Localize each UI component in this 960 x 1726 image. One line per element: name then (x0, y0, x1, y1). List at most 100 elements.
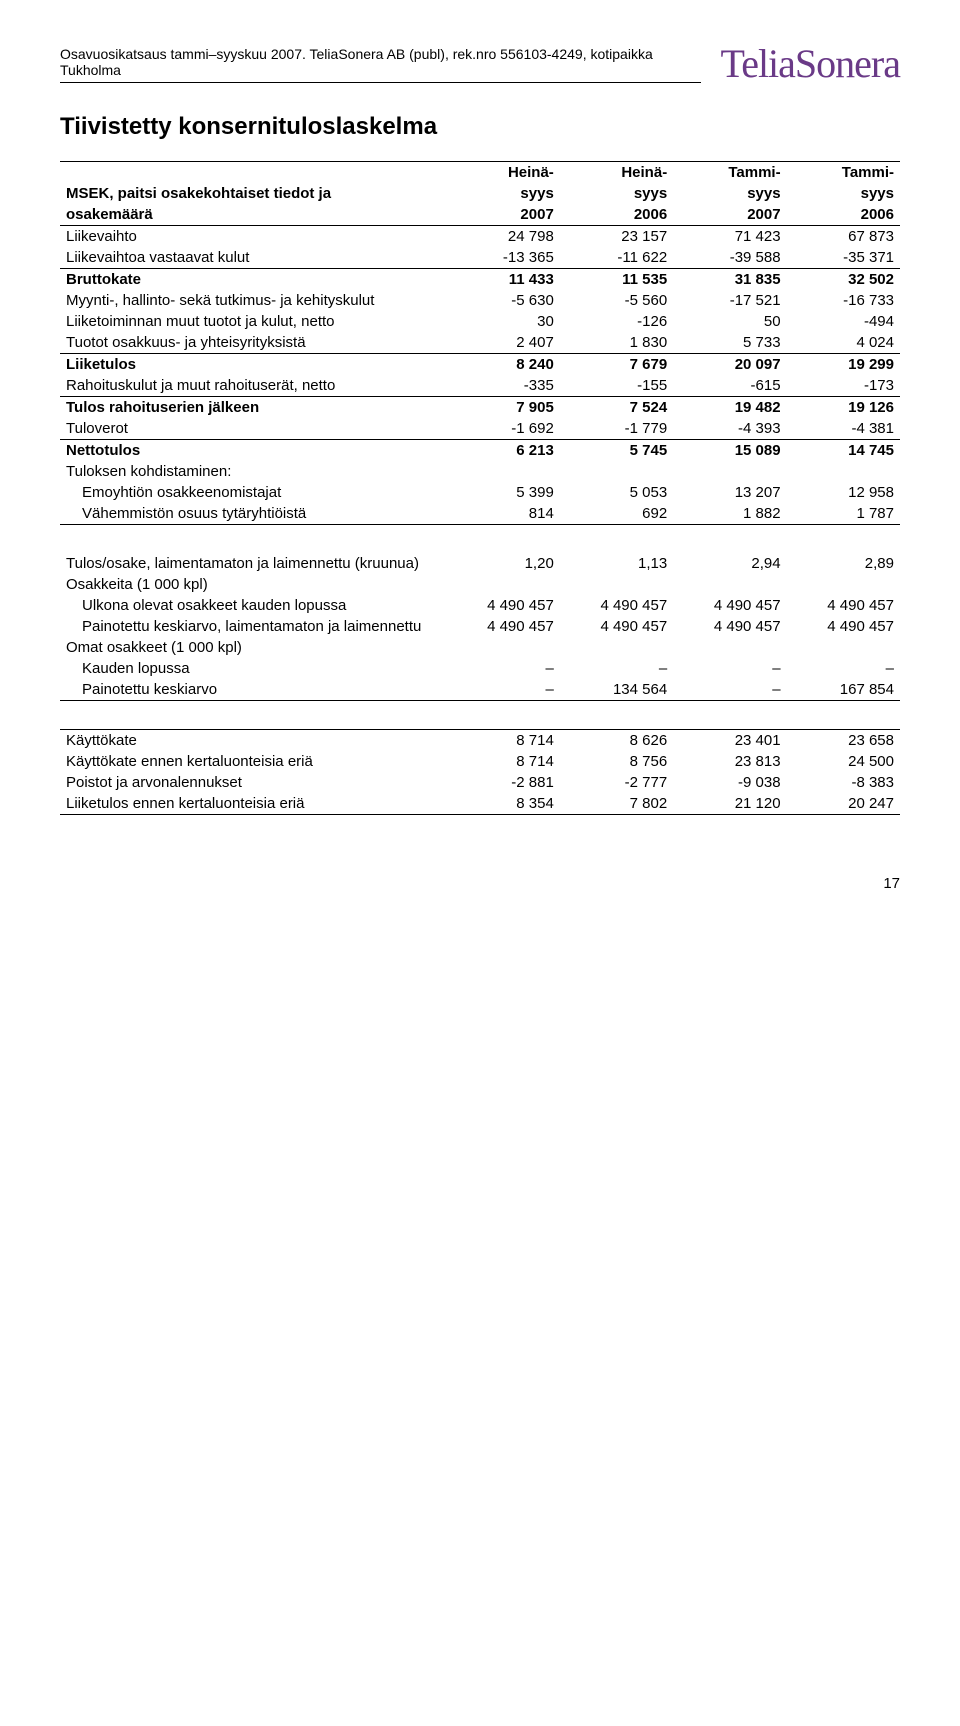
row-value: syys (787, 183, 900, 204)
row-value: 2007 (446, 204, 559, 226)
row-value (673, 574, 786, 595)
row-value (446, 461, 559, 482)
row-value: 23 401 (673, 730, 786, 752)
row-value: -39 588 (673, 247, 786, 269)
row-label: Tulos/osake, laimentamaton ja laimennett… (60, 553, 446, 574)
row-value (560, 574, 673, 595)
row-value: 32 502 (787, 269, 900, 291)
row-value: – (673, 679, 786, 701)
row-label: Rahoituskulut ja muut rahoituserät, nett… (60, 375, 446, 397)
row-value: 14 745 (787, 440, 900, 462)
row-value: 2006 (787, 204, 900, 226)
row-label: Painotettu keskiarvo, laimentamaton ja l… (60, 616, 446, 637)
row-label: Osakkeita (1 000 kpl) (60, 574, 446, 595)
row-value: -9 038 (673, 772, 786, 793)
row-value: 8 354 (446, 793, 559, 815)
row-value: -1 692 (446, 418, 559, 440)
row-value (560, 461, 673, 482)
row-value: 19 299 (787, 354, 900, 376)
row-label: Tuotot osakkuus- ja yhteisyrityksistä (60, 332, 446, 354)
row-value: 1,20 (446, 553, 559, 574)
row-value: -173 (787, 375, 900, 397)
row-value: 6 213 (446, 440, 559, 462)
row-value: 5 399 (446, 482, 559, 503)
row-value (787, 574, 900, 595)
row-value: 12 958 (787, 482, 900, 503)
row-value: 23 658 (787, 730, 900, 752)
row-value: -126 (560, 311, 673, 332)
row-value: 24 798 (446, 226, 559, 248)
row-label (60, 162, 446, 184)
row-label: Omat osakkeet (1 000 kpl) (60, 637, 446, 658)
row-label: Nettotulos (60, 440, 446, 462)
row-value: 20 247 (787, 793, 900, 815)
row-value: 2007 (673, 204, 786, 226)
row-value: 2,94 (673, 553, 786, 574)
row-value: syys (673, 183, 786, 204)
row-value: Heinä- (446, 162, 559, 184)
row-value (787, 461, 900, 482)
row-value: 692 (560, 503, 673, 525)
row-value: 2006 (560, 204, 673, 226)
row-value: 7 802 (560, 793, 673, 815)
income-statement-table: Heinä-Heinä-Tammi-Tammi-MSEK, paitsi osa… (60, 161, 900, 815)
spacer (60, 701, 900, 730)
row-value: 19 482 (673, 397, 786, 419)
row-value: -2 777 (560, 772, 673, 793)
row-value: – (446, 679, 559, 701)
row-label: Liikevaihtoa vastaavat kulut (60, 247, 446, 269)
row-value: -5 630 (446, 290, 559, 311)
row-value: 19 126 (787, 397, 900, 419)
row-label: Tuloverot (60, 418, 446, 440)
row-value: -4 381 (787, 418, 900, 440)
row-value: 1 830 (560, 332, 673, 354)
row-value: – (446, 658, 559, 679)
row-value: 21 120 (673, 793, 786, 815)
row-value: 5 733 (673, 332, 786, 354)
row-value: 814 (446, 503, 559, 525)
row-value: 4 024 (787, 332, 900, 354)
row-value: 4 490 457 (446, 595, 559, 616)
row-value: 2 407 (446, 332, 559, 354)
row-value: -16 733 (787, 290, 900, 311)
row-value: 8 756 (560, 751, 673, 772)
row-value: 7 524 (560, 397, 673, 419)
row-value: 8 714 (446, 751, 559, 772)
row-label: Vähemmistön osuus tytäryhtiöistä (60, 503, 446, 525)
row-label: Liiketulos ennen kertaluonteisia eriä (60, 793, 446, 815)
row-value: 11 535 (560, 269, 673, 291)
row-value: 4 490 457 (787, 616, 900, 637)
header-line: Osavuosikatsaus tammi–syyskuu 2007. Teli… (60, 46, 701, 83)
row-value: 23 157 (560, 226, 673, 248)
row-value: 8 240 (446, 354, 559, 376)
page-number: 17 (60, 875, 900, 892)
row-value: 20 097 (673, 354, 786, 376)
row-value: 1 882 (673, 503, 786, 525)
row-value: -35 371 (787, 247, 900, 269)
row-value: 50 (673, 311, 786, 332)
row-label: MSEK, paitsi osakekohtaiset tiedot ja (60, 183, 446, 204)
row-label: Tuloksen kohdistaminen: (60, 461, 446, 482)
row-value: 5 053 (560, 482, 673, 503)
spacer (60, 525, 900, 554)
row-value: -13 365 (446, 247, 559, 269)
row-value: 30 (446, 311, 559, 332)
row-value: 4 490 457 (673, 616, 786, 637)
row-value: -2 881 (446, 772, 559, 793)
row-label: Liiketulos (60, 354, 446, 376)
row-value (673, 637, 786, 658)
brand-logo: TeliaSonera (701, 40, 900, 87)
row-value: -494 (787, 311, 900, 332)
row-value: syys (446, 183, 559, 204)
row-value: – (673, 658, 786, 679)
row-label: Emoyhtiön osakkeenomistajat (60, 482, 446, 503)
row-value: 2,89 (787, 553, 900, 574)
row-value: – (787, 658, 900, 679)
row-value: 7 679 (560, 354, 673, 376)
row-value: 4 490 457 (787, 595, 900, 616)
row-value: 8 626 (560, 730, 673, 752)
row-value: 1 787 (787, 503, 900, 525)
row-value: 24 500 (787, 751, 900, 772)
row-value: -1 779 (560, 418, 673, 440)
row-value: 13 207 (673, 482, 786, 503)
